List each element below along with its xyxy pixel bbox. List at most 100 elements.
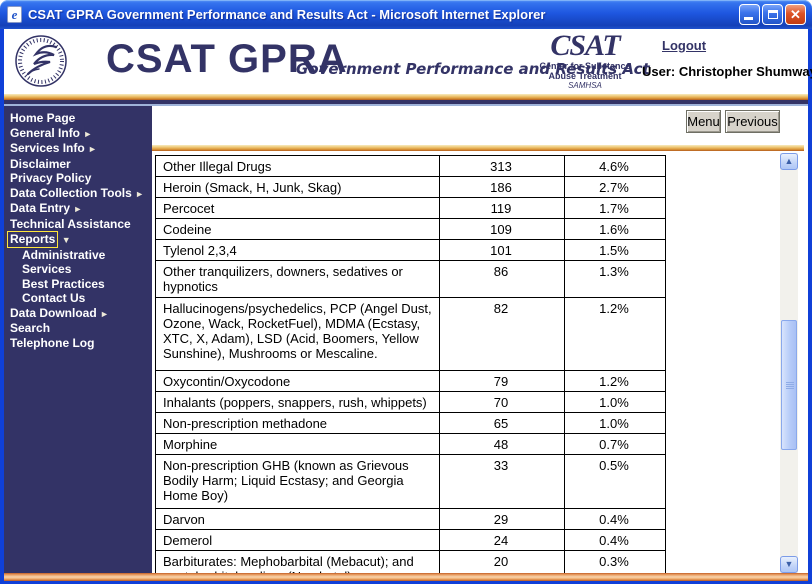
table-row: Darvon 29 0.4%	[155, 508, 666, 530]
sidebar-item-services-info[interactable]: Services Info ►	[10, 141, 152, 157]
percent-cell: 1.3%	[564, 260, 666, 298]
table-row: Codeine 109 1.6%	[155, 218, 666, 240]
scrollbar-thumb[interactable]	[781, 320, 797, 450]
drug-name-cell: Morphine	[155, 433, 440, 455]
maximize-icon	[768, 10, 778, 19]
count-cell: 20	[439, 550, 565, 573]
logged-in-user: User: Christopher Shumway	[642, 64, 812, 79]
scroll-down-button[interactable]: ▼	[780, 556, 798, 573]
drug-name-cell: Barbiturates: Mephobarbital (Mebacut); a…	[155, 550, 440, 573]
sidebar-item-label: Services	[22, 262, 72, 276]
sidebar-item-label: Privacy Policy	[10, 171, 92, 185]
window-border-left	[0, 29, 4, 584]
vertical-scrollbar[interactable]: ▲ ▼	[780, 153, 798, 573]
csat-logo-line2: Abuse Treatment	[548, 71, 622, 81]
count-cell: 48	[439, 433, 565, 455]
sidebar-item-contact-us[interactable]: Contact Us	[10, 291, 152, 306]
window-border-right	[808, 29, 812, 584]
main-content: Menu Previous Other Illegal Drugs 313 4.6%…	[152, 106, 808, 573]
title-bar[interactable]: e CSAT GPRA Government Performance and R…	[0, 0, 812, 29]
drug-name-cell: Oxycontin/Oxycodone	[155, 370, 440, 392]
csat-logo: CSAT Center for Substance Abuse Treatmen…	[535, 31, 635, 91]
drug-name-cell: Demerol	[155, 529, 440, 551]
drug-name-cell: Percocet	[155, 197, 440, 219]
window-border-bottom	[0, 581, 812, 584]
report-table-viewport: Other Illegal Drugs 313 4.6% Heroin (Smack…	[152, 151, 782, 573]
sidebar-item-data-download[interactable]: Data Download ►	[10, 306, 152, 322]
previous-button[interactable]: Previous	[725, 110, 780, 133]
sidebar-item-best-practices[interactable]: Best Practices	[10, 277, 152, 292]
percent-cell: 0.5%	[564, 454, 666, 509]
scroll-up-icon: ▲	[784, 156, 794, 166]
drug-name-cell: Non-prescription methadone	[155, 412, 440, 434]
close-button[interactable]: ✕	[785, 4, 806, 25]
percent-cell: 1.0%	[564, 391, 666, 413]
page-header: CSAT GPRA Government Performance and Res…	[4, 29, 812, 94]
sidebar-item-technical-assistance[interactable]: Technical Assistance	[10, 217, 152, 232]
sidebar-item-privacy-policy[interactable]: Privacy Policy	[10, 171, 152, 186]
sidebar-item-label: Data Collection Tools	[10, 185, 132, 200]
logout-link[interactable]: Logout	[662, 38, 707, 53]
drug-name-cell: Tylenol 2,3,4	[155, 239, 440, 261]
percent-cell: 0.4%	[564, 508, 666, 530]
submenu-arrow-icon: ►	[100, 308, 109, 319]
drug-name-cell: Codeine	[155, 218, 440, 240]
sidebar-item-search[interactable]: Search	[10, 321, 152, 336]
percent-cell: 1.0%	[564, 412, 666, 434]
sidebar-item-label: General Info	[10, 125, 81, 140]
drug-name-cell: Other Illegal Drugs	[155, 155, 440, 177]
percent-cell: 2.7%	[564, 176, 666, 198]
percent-cell: 1.5%	[564, 239, 666, 261]
percent-cell: 1.2%	[564, 297, 666, 371]
scroll-down-icon: ▼	[784, 559, 794, 569]
hhs-eagle-logo-icon	[15, 35, 67, 87]
count-cell: 313	[439, 155, 565, 177]
percent-cell: 4.6%	[564, 155, 666, 177]
app-logo-title: CSAT GPRA	[106, 37, 348, 81]
internet-explorer-icon: e	[7, 6, 22, 23]
count-cell: 82	[439, 297, 565, 371]
count-cell: 109	[439, 218, 565, 240]
sidebar-item-home-page[interactable]: Home Page	[10, 111, 152, 126]
maximize-button[interactable]	[762, 4, 783, 25]
sidebar-item-label: Telephone Log	[10, 335, 95, 350]
sidebar-item-label: Data Entry	[10, 201, 71, 215]
sidebar-item-label: Contact Us	[22, 291, 86, 305]
csat-logo-line1: Center for Substance	[539, 61, 631, 71]
sidebar-item-data-entry[interactable]: Data Entry ►	[10, 201, 152, 217]
header-light-divider	[4, 104, 808, 106]
sidebar-item-label: Administrative	[22, 247, 106, 262]
count-cell: 24	[439, 529, 565, 551]
sidebar-item-administrative[interactable]: Administrative	[10, 248, 152, 263]
minimize-button[interactable]	[739, 4, 760, 25]
sidebar-item-services[interactable]: Services	[10, 262, 152, 277]
sidebar-item-telephone-log[interactable]: Telephone Log	[10, 336, 152, 351]
expanded-arrow-icon: ▼	[61, 235, 71, 245]
submenu-arrow-icon: ►	[135, 188, 145, 199]
window-title: CSAT GPRA Government Performance and Res…	[28, 7, 546, 22]
count-cell: 86	[439, 260, 565, 298]
sidebar-item-reports[interactable]: Reports ▼	[7, 231, 152, 248]
csat-logo-samhsa: SAMHSA	[568, 81, 602, 90]
drug-name-cell: Heroin (Smack, H, Junk, Skag)	[155, 176, 440, 198]
table-row: Demerol 24 0.4%	[155, 529, 666, 551]
drug-name-cell: Non-prescription GHB (known as Grievous …	[155, 454, 440, 509]
scrollbar-grip-icon	[786, 382, 794, 389]
sidebar-item-disclaimer[interactable]: Disclaimer	[10, 157, 152, 172]
count-cell: 33	[439, 454, 565, 509]
sidebar-item-data-collection-tools[interactable]: Data Collection Tools ►	[10, 186, 152, 202]
percent-cell: 1.7%	[564, 197, 666, 219]
count-cell: 79	[439, 370, 565, 392]
count-cell: 65	[439, 412, 565, 434]
sidebar-item-label: Data Download	[10, 305, 97, 320]
submenu-arrow-icon: ►	[73, 204, 83, 214]
table-row: Hallucinogens/psychedelics, PCP (Angel D…	[155, 297, 666, 371]
table-row: Non-prescription GHB (known as Grievous …	[155, 454, 666, 509]
selected-item-outline: Reports	[7, 231, 59, 248]
scroll-up-button[interactable]: ▲	[780, 153, 798, 170]
table-row: Heroin (Smack, H, Junk, Skag) 186 2.7%	[155, 176, 666, 198]
sidebar-item-general-info[interactable]: General Info ►	[10, 126, 152, 142]
menu-button[interactable]: Menu	[686, 110, 721, 133]
sidebar-item-label: Technical Assistance	[10, 216, 131, 231]
